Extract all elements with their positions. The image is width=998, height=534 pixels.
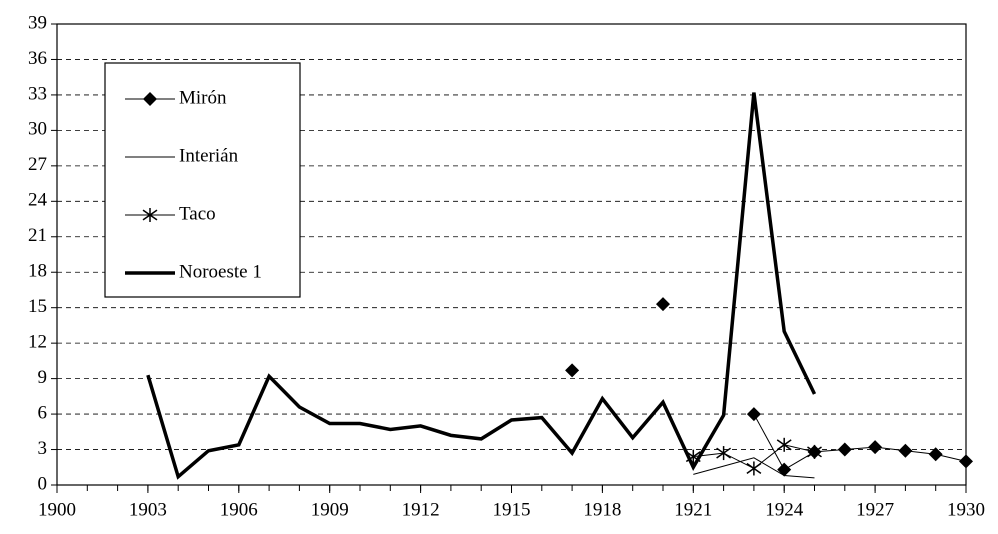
diamond-marker — [868, 440, 883, 455]
diamond-marker — [898, 443, 913, 458]
x-tick-label: 1918 — [583, 499, 621, 520]
y-tick-label: 24 — [28, 190, 48, 211]
asterisk-marker — [746, 461, 762, 476]
legend-label: Taco — [179, 203, 216, 224]
y-tick-label: 9 — [38, 367, 48, 388]
x-tick-label: 1927 — [856, 499, 894, 520]
asterisk-stroke — [142, 209, 158, 221]
diamond-marker — [143, 92, 157, 106]
asterisk-marker — [142, 208, 158, 222]
x-tick-label: 1900 — [38, 499, 76, 520]
y-tick-label: 27 — [28, 154, 47, 175]
y-tick-label: 3 — [38, 438, 48, 459]
y-tick-label: 18 — [28, 261, 47, 282]
diamond-marker — [959, 454, 973, 469]
legend-label: Noroeste 1 — [179, 261, 262, 282]
series-line — [693, 457, 815, 479]
asterisk-marker — [807, 444, 822, 459]
y-tick-label: 15 — [28, 296, 47, 317]
legend-box — [104, 62, 301, 298]
x-tick-label: 1912 — [402, 499, 440, 520]
plot-frame — [56, 23, 967, 486]
asterisk-marker — [776, 437, 792, 452]
asterisk-stroke — [807, 446, 822, 458]
x-tick-label: 1924 — [765, 499, 804, 520]
y-tick-label: 21 — [28, 225, 47, 246]
diamond-marker — [746, 407, 761, 422]
x-tick-label: 1906 — [220, 499, 258, 520]
x-tick-label: 1909 — [311, 499, 349, 520]
diamond-marker — [565, 363, 580, 378]
x-tick-label: 1903 — [129, 499, 167, 520]
diamond-marker — [928, 447, 943, 462]
diamond-marker — [837, 442, 852, 457]
x-tick-label: 1921 — [674, 499, 712, 520]
asterisk-stroke — [776, 439, 792, 451]
x-tick-label: 1915 — [493, 499, 531, 520]
y-tick-label: 33 — [28, 83, 47, 104]
legend-label: Mirón — [179, 87, 227, 108]
y-tick-label: 0 — [38, 473, 48, 494]
series-line — [146, 92, 817, 480]
y-tick-label: 30 — [28, 119, 47, 140]
asterisk-marker — [716, 446, 732, 461]
legend-label: Interián — [179, 145, 239, 166]
y-tick-label: 6 — [38, 402, 48, 423]
y-tick-label: 12 — [28, 332, 47, 353]
y-tick-label: 39 — [28, 12, 47, 33]
asterisk-stroke — [746, 462, 762, 474]
diamond-marker — [656, 297, 670, 312]
x-tick-label: 1930 — [947, 499, 985, 520]
asterisk-stroke — [716, 447, 732, 459]
y-tick-label: 36 — [28, 48, 47, 69]
